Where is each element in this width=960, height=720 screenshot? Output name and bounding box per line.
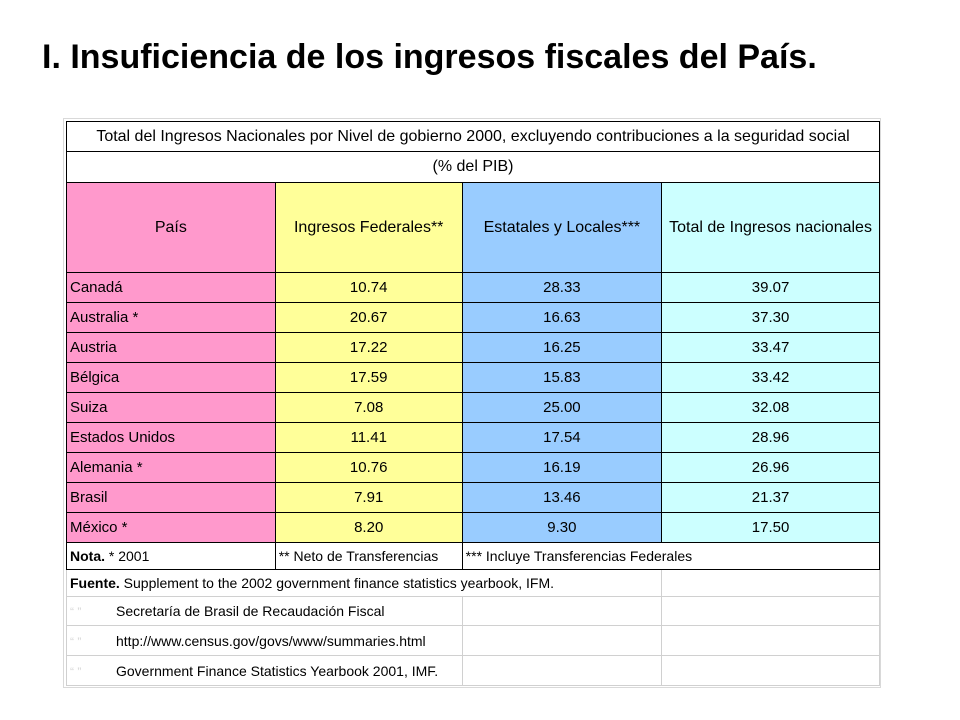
total-cell: 21.37 [661, 482, 880, 513]
state-local-cell: 16.19 [461, 452, 663, 483]
header-total: Total de Ingresos nacionales [661, 182, 880, 273]
federal-cell: 8.20 [274, 512, 463, 543]
source-cell-1: Fuente. Supplement to the 2002 governmen… [65, 569, 663, 597]
revenue-table-frame: Total del Ingresos Nacionales por Nivel … [63, 118, 881, 688]
source-4: Government Finance Statistics Yearbook 2… [116, 662, 439, 679]
total-cell: 28.96 [661, 422, 880, 453]
source-cell-4: “ ” Government Finance Statistics Yearboo… [66, 655, 463, 686]
source-cell-3: “ ” http://www.census.gov/govs/www/summar… [66, 625, 463, 656]
note-label: Nota. [70, 548, 105, 564]
table-row: Australia * 20.67 16.63 37.30 [66, 302, 880, 333]
country-cell: Bélgica [66, 362, 276, 393]
total-cell: 37.30 [661, 302, 880, 333]
source-row-2: “ ” Secretaría de Brasil de Recaudación F… [66, 596, 880, 626]
revenue-table: Total del Ingresos Nacionales por Nivel … [65, 121, 881, 686]
country-cell: Suiza [66, 392, 276, 423]
ditto-mark: “ ” [70, 605, 82, 619]
federal-cell: 17.59 [274, 362, 463, 393]
country-cell: Estados Unidos [66, 422, 276, 453]
table-row: Austria 17.22 16.25 33.47 [66, 332, 880, 363]
state-local-cell: 13.46 [461, 482, 663, 513]
note-3: *** Incluye Transferencias Federales [461, 542, 881, 570]
header-federal: Ingresos Federales** [274, 182, 463, 273]
source-3: http://www.census.gov/govs/www/summaries… [116, 632, 426, 649]
country-cell: Austria [66, 332, 276, 363]
state-local-cell: 25.00 [461, 392, 663, 423]
empty-cell [461, 655, 663, 686]
note-2: ** Neto de Transferencias [274, 542, 463, 570]
country-cell: Alemania * [66, 452, 276, 483]
state-local-cell: 28.33 [461, 272, 663, 303]
header-country: País [66, 182, 276, 273]
total-cell: 33.47 [661, 332, 880, 363]
federal-cell: 10.76 [274, 452, 463, 483]
federal-cell: 20.67 [274, 302, 463, 333]
federal-cell: 11.41 [274, 422, 463, 453]
table-row: México * 8.20 9.30 17.50 [66, 512, 880, 543]
table-row: Alemania * 10.76 16.19 26.96 [66, 452, 880, 483]
total-cell: 26.96 [661, 452, 880, 483]
table-row: Canadá 10.74 28.33 39.07 [66, 272, 880, 303]
empty-cell [661, 569, 880, 597]
federal-cell: 7.91 [274, 482, 463, 513]
note-cell-1: Nota. * 2001 [66, 542, 276, 570]
state-local-cell: 15.83 [461, 362, 663, 393]
source-row-1: Fuente. Supplement to the 2002 governmen… [65, 569, 880, 597]
notes-row: Nota. * 2001 ** Neto de Transferencias *… [66, 542, 881, 570]
table-subcaption: (% del PIB) [66, 151, 880, 183]
federal-cell: 17.22 [274, 332, 463, 363]
slide-title: I. Insuficiencia de los ingresos fiscale… [42, 38, 817, 76]
empty-cell [461, 625, 663, 656]
table-row: Bélgica 17.59 15.83 33.42 [66, 362, 880, 393]
table-caption: Total del Ingresos Nacionales por Nivel … [66, 121, 880, 152]
total-cell: 32.08 [661, 392, 880, 423]
state-local-cell: 17.54 [461, 422, 663, 453]
empty-cell [661, 655, 880, 686]
table-row: Estados Unidos 11.41 17.54 28.96 [66, 422, 880, 453]
ditto-mark: “ ” [70, 664, 82, 679]
source-2: Secretaría de Brasil de Recaudación Fisc… [116, 603, 385, 619]
total-cell: 17.50 [661, 512, 880, 543]
country-cell: Brasil [66, 482, 276, 513]
country-cell: México * [66, 512, 276, 543]
source-label: Fuente. [70, 575, 120, 591]
ditto-mark: “ ” [70, 634, 82, 649]
header-row: País Ingresos Federales** Estatales y Lo… [66, 182, 880, 273]
source-cell-2: “ ” Secretaría de Brasil de Recaudación F… [66, 596, 463, 626]
country-cell: Australia * [66, 302, 276, 333]
source-row-4: “ ” Government Finance Statistics Yearboo… [66, 655, 880, 686]
federal-cell: 7.08 [274, 392, 463, 423]
state-local-cell: 16.25 [461, 332, 663, 363]
empty-cell [661, 596, 880, 626]
table-row: Brasil 7.91 13.46 21.37 [66, 482, 880, 513]
total-cell: 33.42 [661, 362, 880, 393]
note-1: * 2001 [105, 548, 150, 564]
empty-cell [461, 596, 663, 626]
state-local-cell: 9.30 [461, 512, 663, 543]
data-rows: Canadá 10.74 28.33 39.07 Australia * 20.67 16.… [66, 272, 880, 543]
table-row: Suiza 7.08 25.00 32.08 [66, 392, 880, 423]
empty-cell [661, 625, 880, 656]
source-row-3: “ ” http://www.census.gov/govs/www/summar… [66, 625, 880, 656]
source-1: Supplement to the 2002 government financ… [123, 575, 555, 591]
state-local-cell: 16.63 [461, 302, 663, 333]
country-cell: Canadá [66, 272, 276, 303]
federal-cell: 10.74 [274, 272, 463, 303]
header-state-local: Estatales y Locales*** [461, 182, 663, 273]
total-cell: 39.07 [661, 272, 880, 303]
